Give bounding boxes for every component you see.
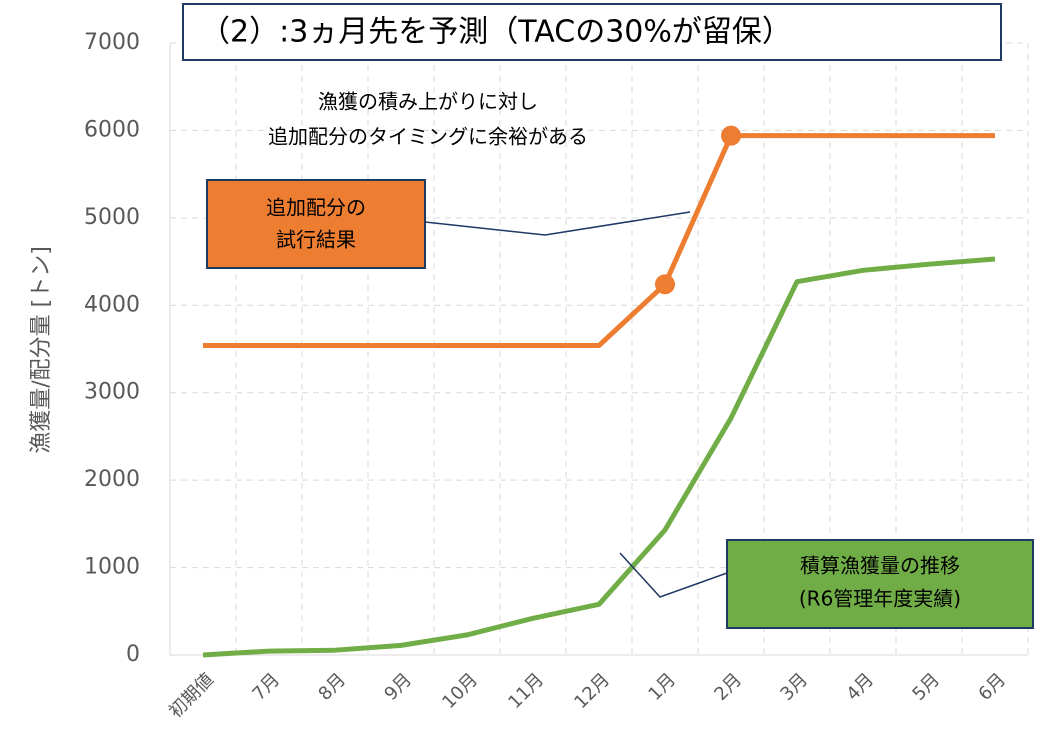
series-line bbox=[203, 133, 995, 349]
y-tick-label: 2000 bbox=[84, 467, 140, 492]
x-tick-label: 2月 bbox=[710, 669, 746, 705]
x-tick-label: 4月 bbox=[842, 669, 878, 705]
y-tick-label: 6000 bbox=[84, 117, 140, 142]
orange-box bbox=[206, 179, 426, 269]
x-tick-label: 12月 bbox=[570, 669, 614, 713]
point-marker bbox=[721, 125, 741, 146]
series-line bbox=[202, 256, 996, 658]
leader-line bbox=[424, 211, 691, 236]
y-tick-label: 1000 bbox=[84, 555, 140, 580]
y-tick-label: 0 bbox=[126, 642, 140, 667]
orange-box-text: 追加配分の bbox=[266, 196, 366, 220]
y-tick-label: 3000 bbox=[84, 380, 140, 405]
y-tick-label: 5000 bbox=[84, 205, 140, 230]
leader-line bbox=[619, 552, 728, 598]
x-tick-label: 10月 bbox=[438, 669, 482, 713]
green-box-text: (R6管理年度実績) bbox=[799, 587, 961, 611]
x-tick-label: 8月 bbox=[314, 669, 350, 705]
x-tick-label: 9月 bbox=[380, 669, 416, 705]
title-box bbox=[182, 3, 1002, 61]
y-tick-label: 4000 bbox=[84, 292, 140, 317]
annotation-note: 漁獲の積み上がりに対し bbox=[318, 90, 538, 114]
x-tick-label: 3月 bbox=[776, 669, 812, 705]
x-tick-label: 1月 bbox=[644, 669, 680, 705]
y-tick-label: 7000 bbox=[84, 30, 140, 55]
x-tick-label: 6月 bbox=[974, 669, 1010, 705]
point-marker bbox=[655, 274, 675, 295]
x-tick-label: 11月 bbox=[504, 669, 548, 713]
green-box-text: 積算漁獲量の推移 bbox=[800, 554, 960, 578]
annotation-note: 追加配分のタイミングに余裕がある bbox=[268, 125, 588, 149]
x-tick-label: 5月 bbox=[908, 669, 944, 705]
y-axis-label: 漁獲量/配分量 [トン] bbox=[29, 246, 54, 454]
green-box bbox=[726, 539, 1034, 629]
chart-title: （2）:3ヵ月先を予測（TACの30%が留保） bbox=[200, 15, 792, 50]
x-tick-label: 7月 bbox=[248, 669, 284, 705]
x-tick-label: 初期値 bbox=[165, 669, 218, 722]
orange-box-text: 試行結果 bbox=[276, 228, 356, 252]
